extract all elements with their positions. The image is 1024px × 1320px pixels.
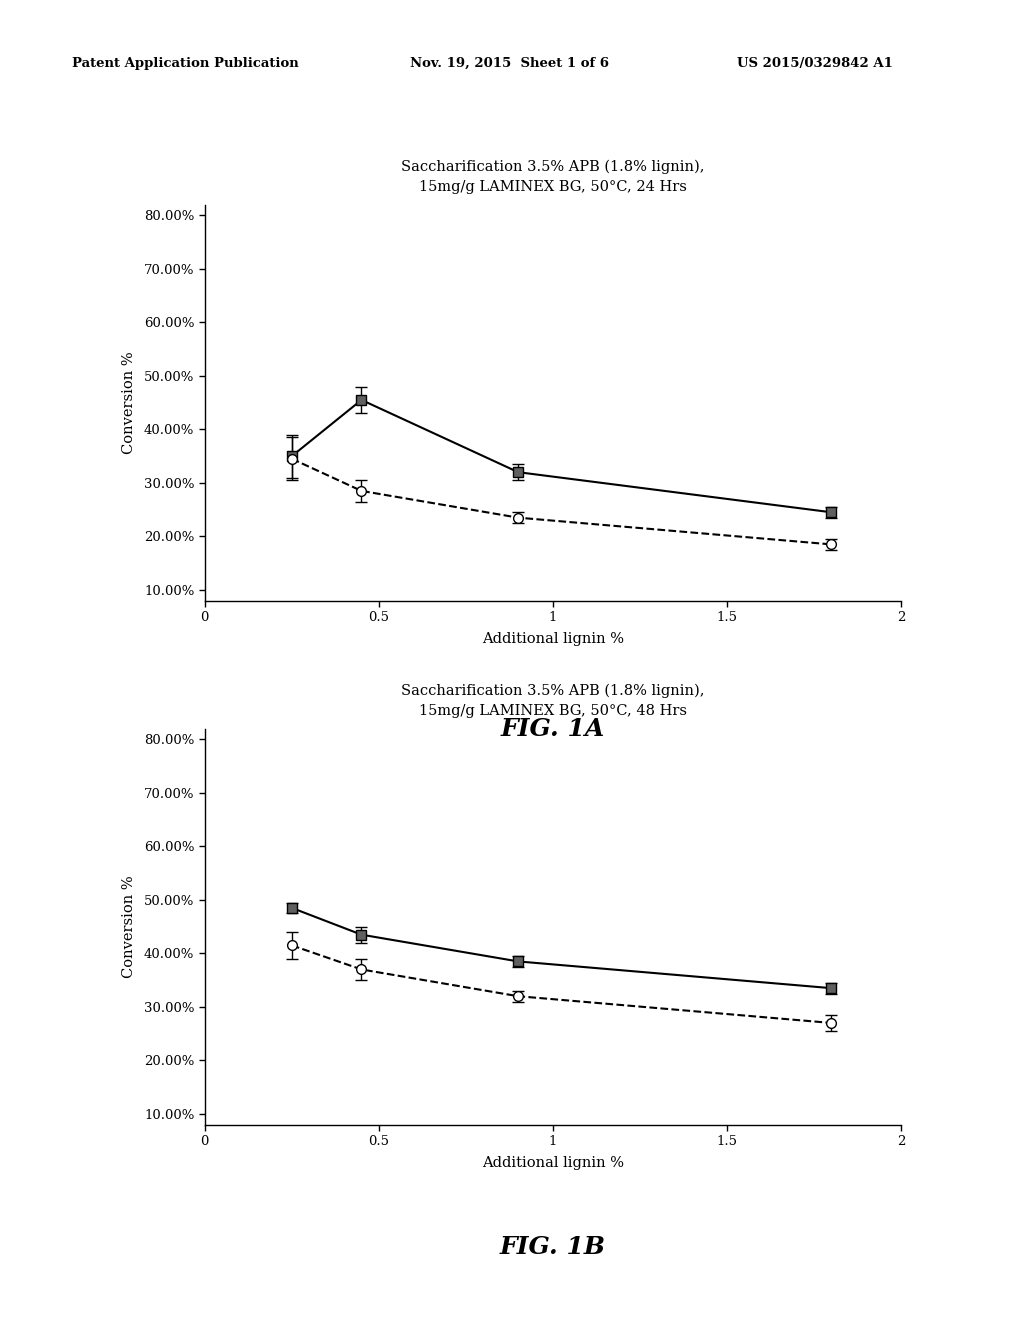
Text: Nov. 19, 2015  Sheet 1 of 6: Nov. 19, 2015 Sheet 1 of 6 <box>410 57 608 70</box>
Y-axis label: Conversion %: Conversion % <box>122 351 135 454</box>
X-axis label: Additional lignin %: Additional lignin % <box>482 1156 624 1171</box>
Title: Saccharification 3.5% APB (1.8% lignin),
15mg/g LAMINEX BG, 50°C, 48 Hrs: Saccharification 3.5% APB (1.8% lignin),… <box>401 684 705 718</box>
Text: US 2015/0329842 A1: US 2015/0329842 A1 <box>737 57 893 70</box>
X-axis label: Additional lignin %: Additional lignin % <box>482 632 624 647</box>
Text: FIG. 1B: FIG. 1B <box>500 1236 606 1259</box>
Text: FIG. 1A: FIG. 1A <box>501 717 605 741</box>
Text: Patent Application Publication: Patent Application Publication <box>72 57 298 70</box>
Title: Saccharification 3.5% APB (1.8% lignin),
15mg/g LAMINEX BG, 50°C, 24 Hrs: Saccharification 3.5% APB (1.8% lignin),… <box>401 160 705 194</box>
Y-axis label: Conversion %: Conversion % <box>122 875 135 978</box>
